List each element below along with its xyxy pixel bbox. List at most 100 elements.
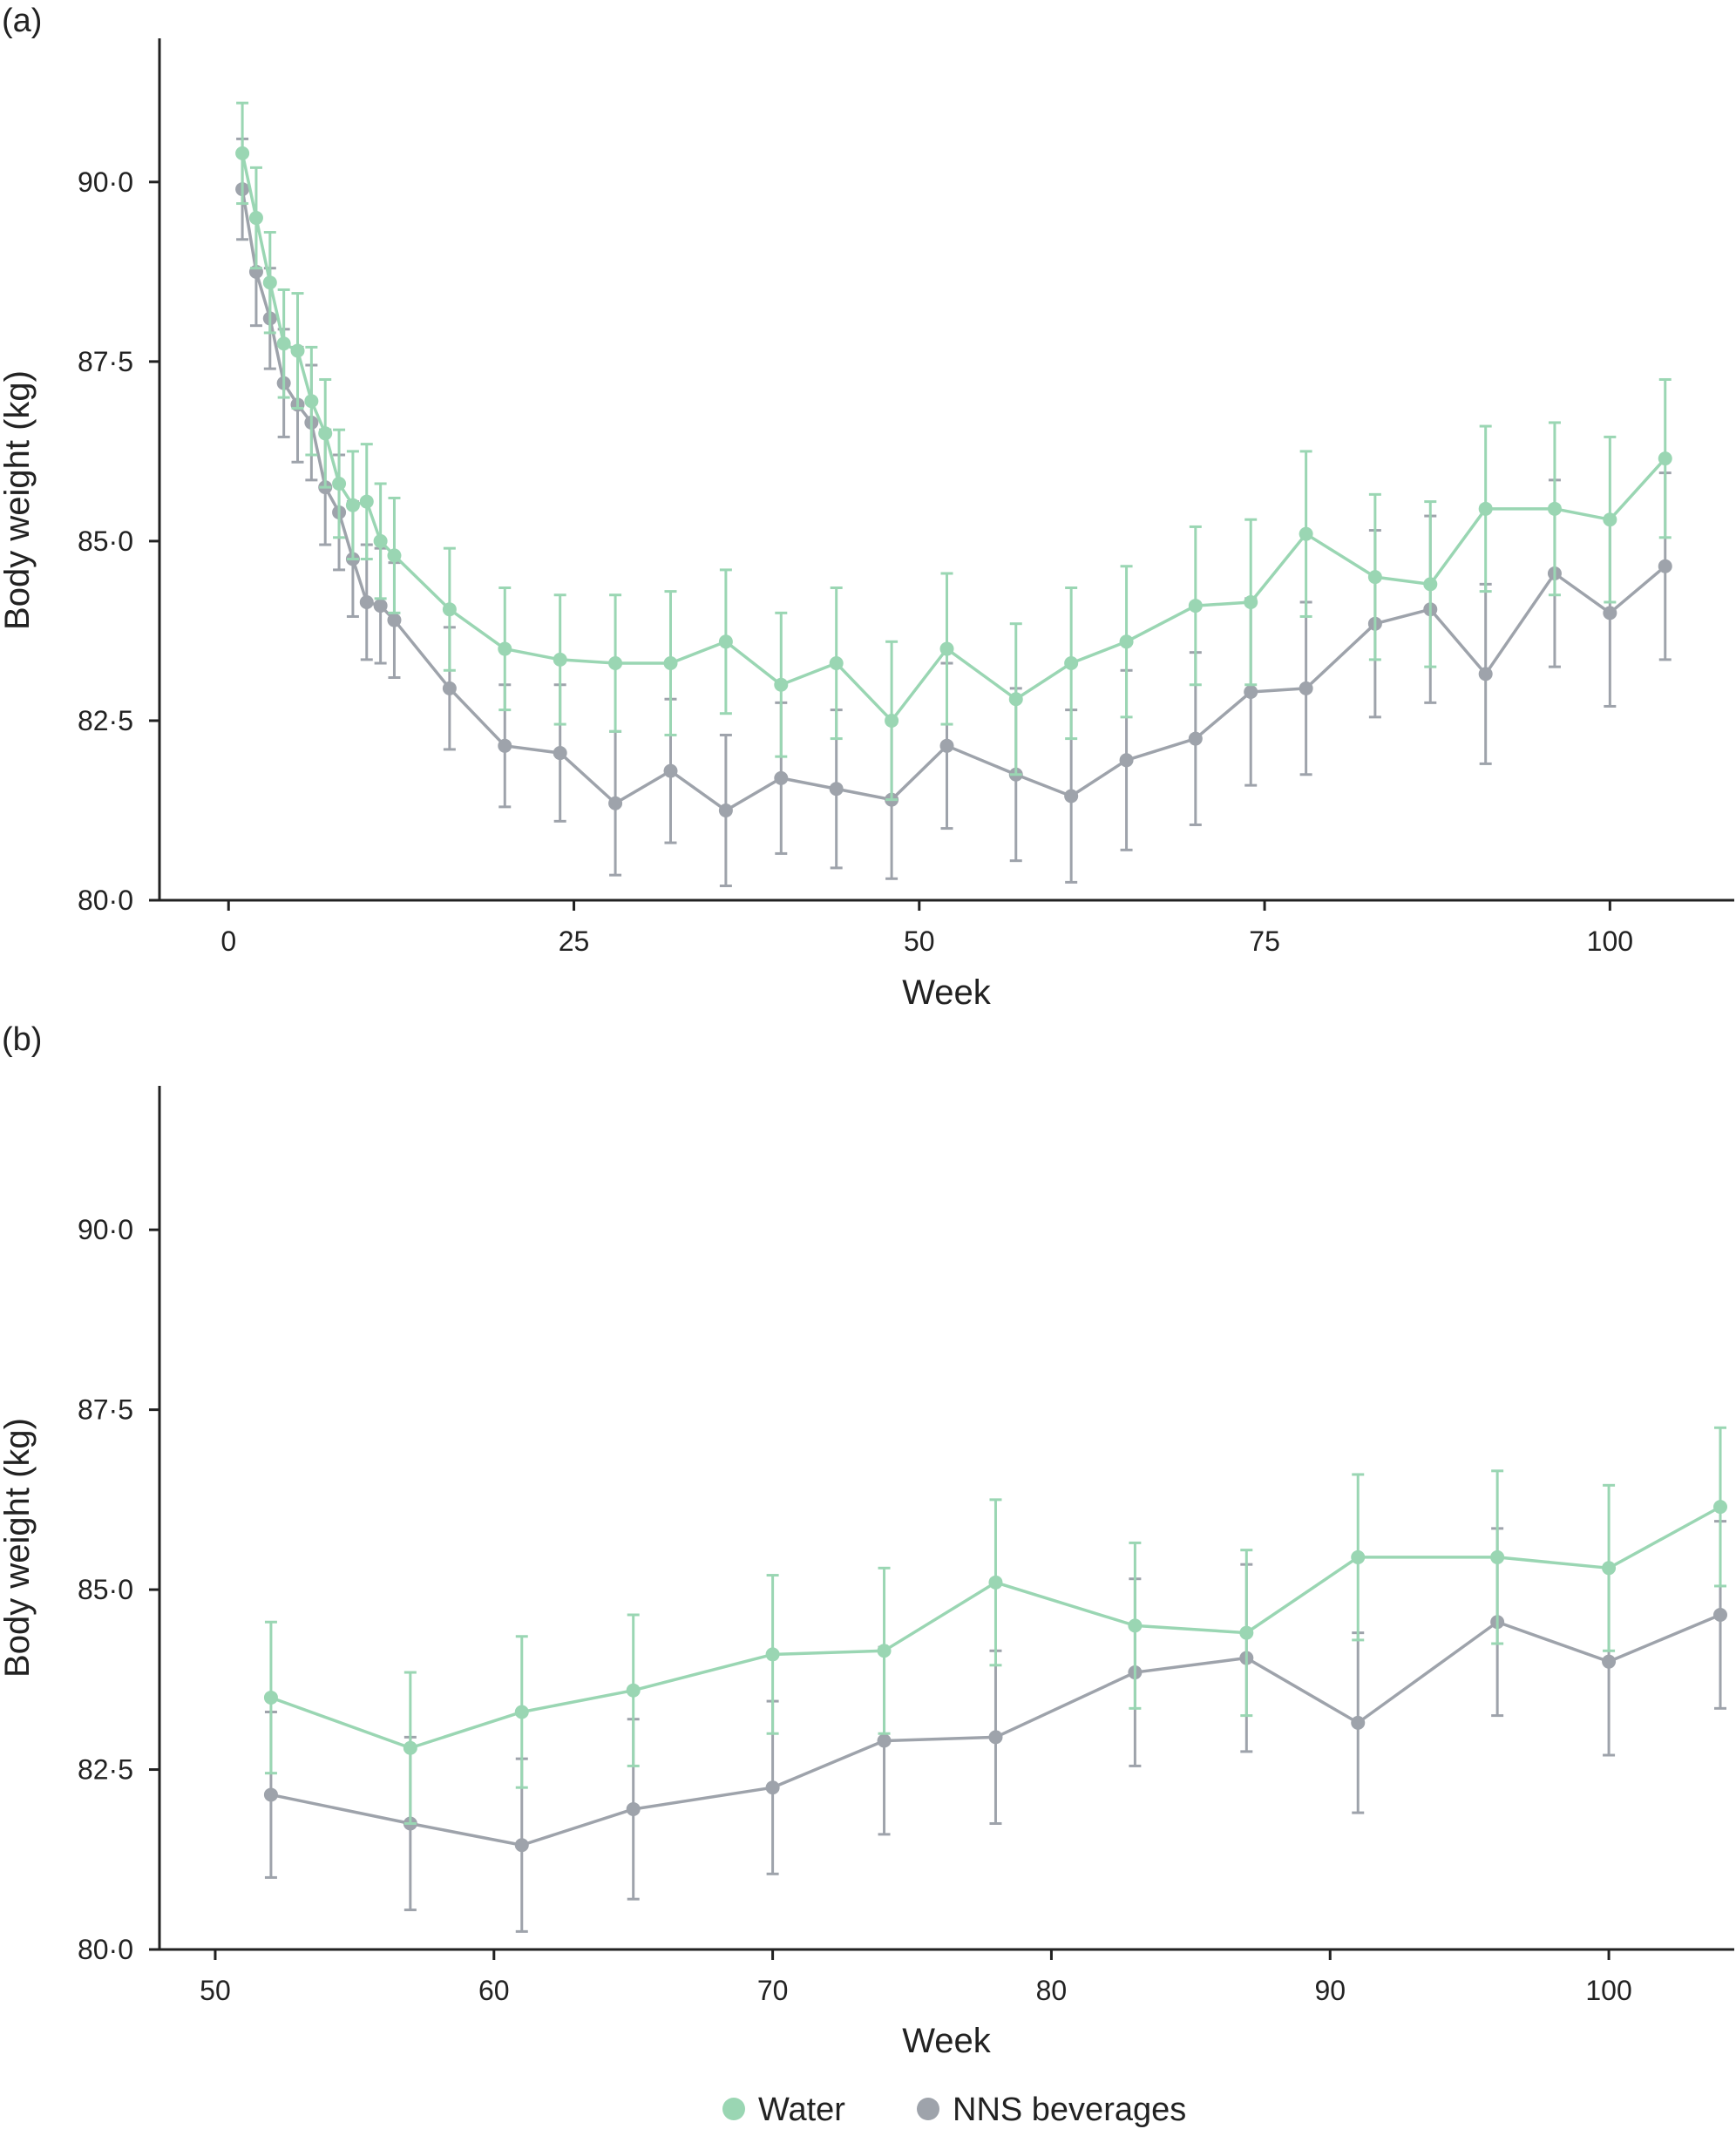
water-point — [387, 548, 402, 563]
nns-beverages-point — [608, 796, 623, 810]
panel-b-series — [263, 1426, 1728, 1933]
nns-beverages-point — [514, 1838, 529, 1853]
panel-b-y-axis-label: Body weight (kg) — [0, 1418, 37, 1678]
nns-beverages-point — [1351, 1715, 1366, 1730]
water-point — [988, 1575, 1003, 1590]
panel-a: (a) 80·0 82·5 85·0 87·5 90·0 0 25 50 75 100 Week… — [0, 3, 1734, 1012]
water-point — [877, 1644, 892, 1658]
water-point — [1658, 451, 1672, 466]
panel-a-y-tick-label: 85·0 — [78, 525, 133, 557]
nns-beverages-point — [877, 1733, 892, 1748]
nns-beverages-point — [1244, 684, 1258, 699]
water-point — [290, 343, 305, 358]
nns-beverages-point — [626, 1801, 641, 1816]
panel-b: (b) 80·0 82·5 85·0 87·5 90·0 50 60 70 80 90 100 W… — [0, 1021, 1734, 2060]
water-point — [1128, 1618, 1143, 1633]
legend-swatch-water — [722, 2098, 745, 2120]
water-point — [1603, 512, 1617, 527]
legend-swatch-nns — [917, 2098, 939, 2120]
water-point — [626, 1683, 641, 1698]
water-point — [262, 275, 277, 290]
nns-beverages-point — [263, 1787, 278, 1802]
panel-a-y-ticks: 80·0 82·5 85·0 87·5 90·0 — [78, 166, 159, 916]
water-point — [1367, 570, 1382, 585]
panel-a-y-tick-label: 82·5 — [78, 705, 133, 736]
water-point — [1239, 1625, 1254, 1640]
nns-beverages-point — [498, 738, 512, 753]
water-point — [332, 476, 347, 491]
water-point — [1008, 692, 1023, 707]
nns-beverages-point — [988, 1730, 1003, 1745]
nns-beverages-point — [663, 763, 678, 778]
panel-a-x-tick-label: 25 — [559, 926, 590, 957]
panel-b-x-tick-label: 70 — [757, 1975, 789, 2006]
panel-b-y-tick-label: 80·0 — [78, 1934, 133, 1965]
nns-beverages-line — [241, 188, 1666, 812]
water-point — [345, 498, 360, 512]
nns-beverages-point — [1603, 606, 1617, 620]
legend-item-water: Water — [722, 2092, 845, 2128]
nns-beverages-point — [1478, 667, 1493, 681]
nns-beverages-point — [939, 738, 954, 753]
panel-b-series-water — [263, 1426, 1728, 1825]
water-point — [442, 602, 457, 617]
panel-a-x-tick-label: 50 — [904, 926, 935, 957]
panel-b-y-ticks: 80·0 82·5 85·0 87·5 90·0 — [78, 1214, 159, 1965]
nns-beverages-point — [553, 746, 567, 761]
water-point — [304, 394, 319, 409]
panel-b-x-tick-label: 80 — [1036, 1975, 1068, 2006]
water-line — [241, 153, 1667, 722]
panel-b-x-tick-label: 90 — [1314, 1975, 1346, 2006]
panel-a-x-tick-label: 75 — [1249, 926, 1280, 957]
water-point — [276, 336, 291, 351]
nns-beverages-point — [359, 594, 374, 609]
panel-a-y-tick-label: 90·0 — [78, 166, 133, 198]
water-point — [1188, 599, 1203, 614]
panel-a-x-axis-label: Week — [902, 973, 992, 1012]
water-point — [1064, 656, 1079, 671]
water-point — [885, 713, 899, 728]
water-point — [1713, 1500, 1728, 1515]
panel-b-y-tick-label: 87·5 — [78, 1394, 133, 1426]
nns-beverages-point — [1299, 681, 1313, 695]
water-point — [765, 1647, 780, 1662]
legend: Water NNS beverages — [722, 2092, 1186, 2128]
nns-beverages-point — [373, 599, 388, 614]
panel-a-y-tick-label: 87·5 — [78, 346, 133, 377]
water-point — [1351, 1549, 1366, 1564]
water-point — [1244, 594, 1258, 609]
panel-b-x-tick-label: 50 — [200, 1975, 231, 2006]
water-point — [498, 641, 512, 656]
panel-a-x-tick-label: 0 — [220, 926, 236, 957]
water-point — [514, 1705, 529, 1719]
nns-beverages-point — [1188, 731, 1203, 746]
nns-beverages-point — [765, 1780, 780, 1795]
legend-item-nns: NNS beverages — [917, 2092, 1186, 2128]
nns-beverages-point — [1602, 1654, 1617, 1669]
water-point — [235, 146, 250, 160]
panel-a-label: (a) — [2, 3, 42, 39]
water-point — [318, 426, 333, 441]
panel-b-label: (b) — [2, 1021, 42, 1058]
water-point — [774, 677, 789, 692]
panel-b-x-axis-label: Week — [902, 2022, 992, 2060]
panel-b-x-ticks: 50 60 70 80 90 100 — [200, 1949, 1632, 2006]
panel-a-y-axis-label: Body weight (kg) — [0, 370, 37, 630]
panel-a-y-tick-label: 80·0 — [78, 885, 133, 916]
water-point — [359, 494, 374, 509]
panel-b-x-tick-label: 100 — [1585, 1975, 1631, 2006]
legend-label-water: Water — [758, 2092, 845, 2128]
panel-b-y-tick-label: 85·0 — [78, 1574, 133, 1605]
panel-b-x-tick-label: 60 — [478, 1975, 510, 2006]
water-point — [663, 656, 678, 671]
water-point — [1119, 634, 1134, 649]
water-point — [829, 656, 844, 671]
nns-beverages-point — [774, 770, 789, 785]
water-point — [718, 634, 733, 649]
panel-b-y-tick-label: 82·5 — [78, 1754, 133, 1786]
nns-beverages-point — [1119, 753, 1134, 768]
water-point — [403, 1740, 417, 1755]
panel-a-series — [235, 101, 1672, 888]
panel-a-x-ticks: 0 25 50 75 100 — [220, 900, 1633, 957]
